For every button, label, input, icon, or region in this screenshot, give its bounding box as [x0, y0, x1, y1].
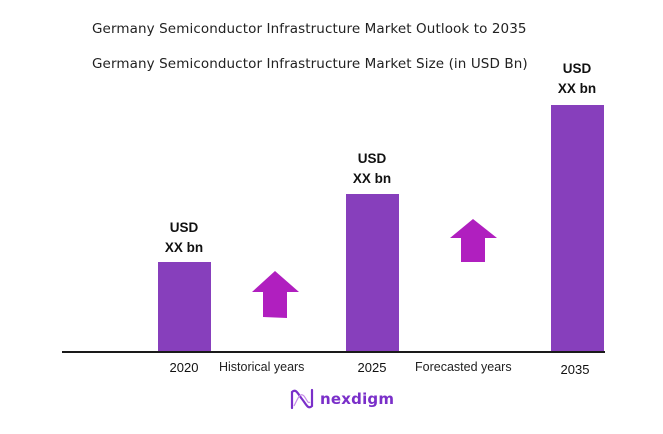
- bar-label-currency: USD: [169, 220, 199, 235]
- wave-logo-icon: [290, 388, 314, 410]
- chart-title: Germany Semiconductor Infrastructure Mar…: [92, 21, 527, 37]
- bar-label-value: XX bn: [352, 171, 392, 186]
- x-tick-2025: 2025: [357, 360, 387, 375]
- x-tick-2020: 2020: [169, 360, 199, 375]
- bar-value-label-2020: USD XX bn: [144, 218, 224, 258]
- historical-years-label: Historical years: [219, 360, 305, 374]
- brand-logo: nexdigm: [290, 388, 394, 410]
- bar-label-value: XX bn: [557, 81, 597, 96]
- x-tick-2035: 2035: [560, 362, 590, 377]
- bar-label-currency: USD: [357, 151, 387, 166]
- bar-value-label-2035: USD XX bn: [537, 59, 617, 99]
- chart-subtitle: Germany Semiconductor Infrastructure Mar…: [92, 56, 528, 72]
- bar-2020: [158, 262, 211, 352]
- brand-name: nexdigm: [320, 390, 395, 408]
- bar-label-currency: USD: [562, 61, 592, 76]
- x-axis-baseline: [62, 351, 605, 353]
- bar-value-label-2025: USD XX bn: [332, 149, 412, 189]
- forecasted-years-label: Forecasted years: [415, 360, 512, 374]
- up-arrow-icon: [450, 219, 497, 262]
- up-arrow-icon: [252, 271, 299, 318]
- bar-label-value: XX bn: [164, 240, 204, 255]
- bar-2035: [551, 105, 604, 352]
- bar-2025: [346, 194, 399, 352]
